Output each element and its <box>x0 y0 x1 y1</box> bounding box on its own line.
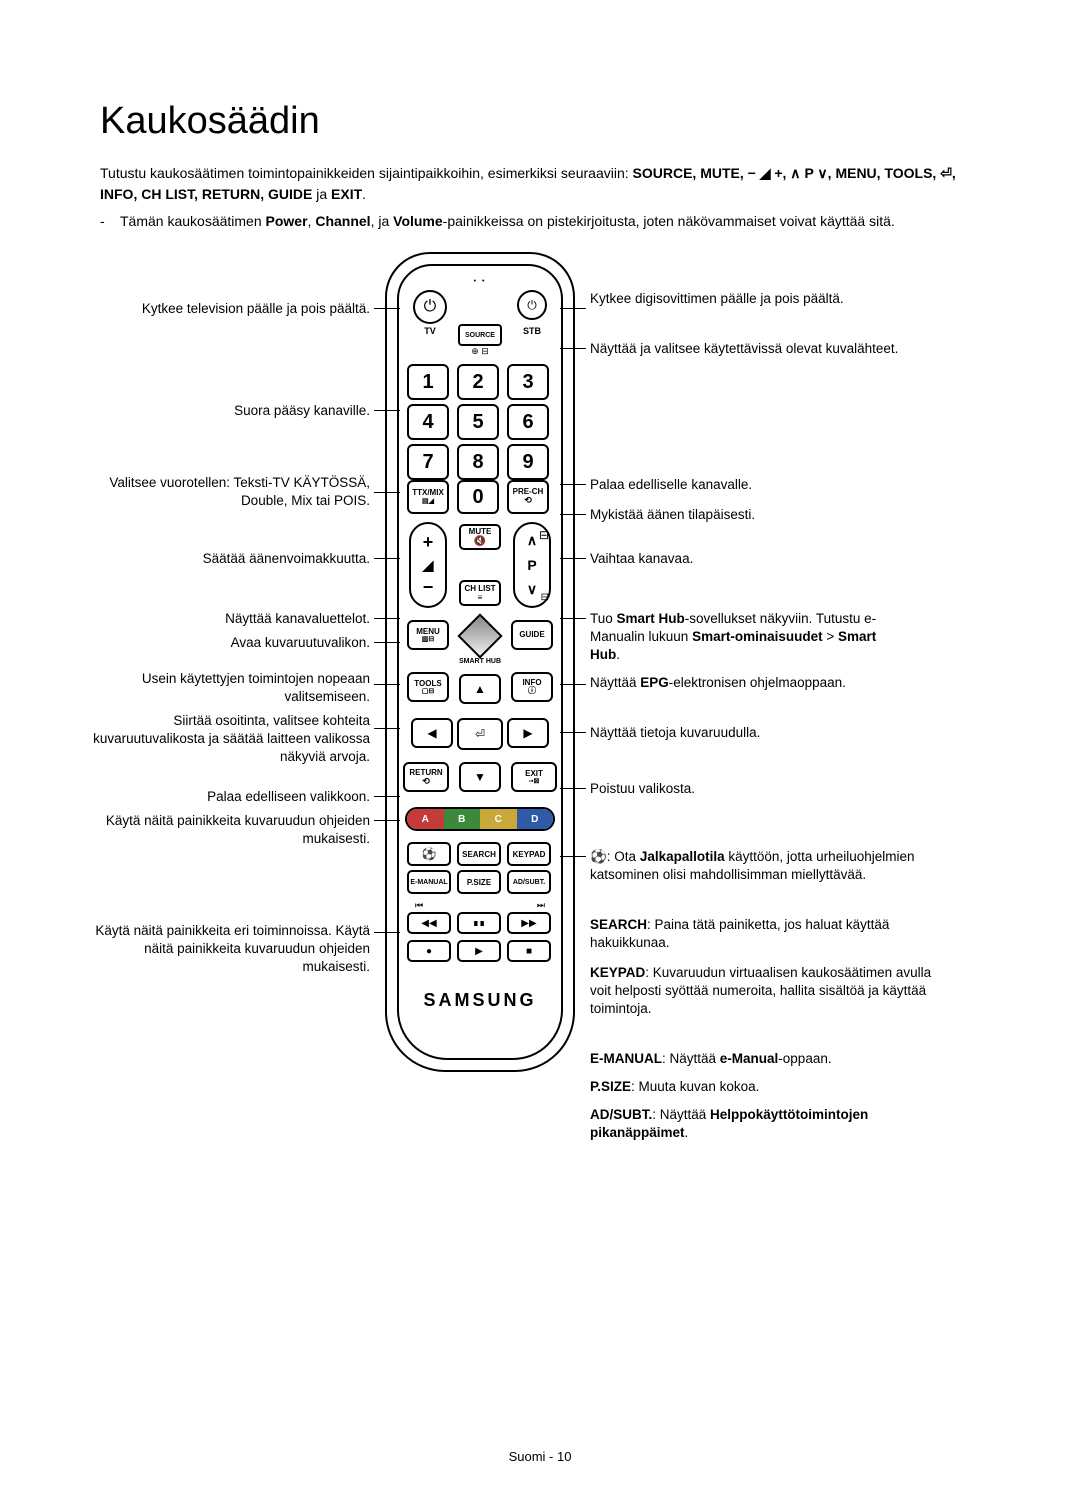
tv-label: TV <box>413 326 447 336</box>
samsung-logo: SAMSUNG <box>423 990 536 1011</box>
num-6: 6 <box>507 404 549 440</box>
adsubt-button: AD/SUBT. <box>507 870 551 894</box>
smarthub-label: SMART HUB <box>459 658 501 665</box>
color-b: B <box>444 809 481 829</box>
num-2: 2 <box>457 364 499 400</box>
transport-row-2: ● ▶ ■ <box>407 940 551 962</box>
callout-smarthub: Tuo Smart Hub-sovellukset näkyviin. Tutu… <box>590 610 900 665</box>
callout-volume: Säätää äänenvoimakkuutta. <box>90 550 370 568</box>
emanual-button: E-MANUAL <box>407 870 451 894</box>
callout-transport: Käytä näitä painikkeita eri toiminnoissa… <box>90 922 370 977</box>
nav-right: ▶ <box>507 718 549 748</box>
diagram-area: • • ⏻ TV ⏻ STB SOURCE ⊕ ⊟ 1 2 3 4 5 6 7 … <box>100 252 980 1252</box>
color-buttons: A B C D <box>405 807 555 831</box>
callout-emanual: E-MANUAL: Näyttää e-Manual-oppaan. <box>590 1050 950 1068</box>
nav-enter: ⏎ <box>457 718 503 750</box>
callout-keypad: KEYPAD: Kuvaruudun virtuaalisen kaukosää… <box>590 964 950 1019</box>
callout-prech: Palaa edelliselle kanavalle. <box>590 476 900 494</box>
callout-psize: P.SIZE: Muuta kuvan kokoa. <box>590 1078 950 1096</box>
callout-stb-power: Kytkee digisovittimen päälle ja pois pää… <box>590 290 900 308</box>
callout-tv-power: Kytkee television päälle ja pois päältä. <box>90 300 370 318</box>
football-button: ⚽ <box>407 842 451 866</box>
nav-left: ◀ <box>411 718 453 748</box>
tv-power-button: ⏻ <box>413 290 447 324</box>
callout-guide: Näyttää EPG-elektronisen ohjelmaoppaan. <box>590 674 900 692</box>
source-button: SOURCE <box>458 324 502 346</box>
bullet-note: - Tämän kaukosäätimen Power, Channel, ja… <box>100 211 980 232</box>
nav-down: ▼ <box>459 762 501 792</box>
menu-button: MENU▥⊟ <box>407 620 449 650</box>
callout-mute: Mykistää äänen tilapäisesti. <box>590 506 900 524</box>
color-c: C <box>480 809 517 829</box>
num-5: 5 <box>457 404 499 440</box>
callout-football: ⚽: Ota Jalkapallotila käyttöön, jotta ur… <box>590 848 950 884</box>
prech-button: PRE-CH⟲ <box>507 480 549 514</box>
play-button: ▶ <box>457 940 501 962</box>
nav-cluster: ▲ ◀ ⏎ ▶ ▼ RETURN⟲ EXIT-▪⊠ <box>405 674 555 794</box>
ttx-row: TTX/MIX▤◢ 0 PRE-CH⟲ <box>407 480 549 514</box>
mute-button: MUTE🔇 <box>459 524 501 550</box>
stb-label: STB <box>517 326 547 336</box>
num-0: 0 <box>457 480 499 514</box>
callout-direct-channel: Suora pääsy kanaville. <box>90 402 370 420</box>
ff-button: ▶▶ <box>507 912 551 934</box>
chlist-button: CH LIST≡ <box>459 580 501 606</box>
stop-button: ■ <box>507 940 551 962</box>
color-a: A <box>407 809 444 829</box>
callout-return: Palaa edelliseen valikkoon. <box>90 788 370 806</box>
volume-button: +◢− <box>409 522 447 608</box>
search-button: SEARCH <box>457 842 501 866</box>
guide-button: GUIDE <box>511 620 553 650</box>
keypad-button: KEYPAD <box>507 842 551 866</box>
callout-source: Näyttää ja valitsee käytettävissä olevat… <box>590 340 900 358</box>
return-button: RETURN⟲ <box>403 762 449 792</box>
transport-row-1: ◀◀ ∎∎ ▶▶ <box>407 912 551 934</box>
num-8: 8 <box>457 444 499 480</box>
fn-row-1: ⚽ SEARCH KEYPAD <box>407 842 551 866</box>
num-4: 4 <box>407 404 449 440</box>
callout-chlist: Näyttää kanavaluettelot. <box>90 610 370 628</box>
nav-up: ▲ <box>459 674 501 704</box>
remote-illustration: • • ⏻ TV ⏻ STB SOURCE ⊕ ⊟ 1 2 3 4 5 6 7 … <box>385 252 575 1072</box>
callout-exit: Poistuu valikosta. <box>590 780 900 798</box>
callout-adsubt: AD/SUBT.: Näyttää Helppokäyttötoimintoje… <box>590 1106 950 1142</box>
record-button: ● <box>407 940 451 962</box>
callout-tools: Usein käytettyjen toimintojen nopeaan va… <box>90 670 370 706</box>
callout-info: Näyttää tietoja kuvaruudulla. <box>590 724 900 742</box>
callout-nav: Siirtää osoitinta, valitsee kohteita kuv… <box>90 712 370 767</box>
stb-power-button: ⏻ <box>517 290 547 320</box>
fn-row-2: E-MANUAL P.SIZE AD/SUBT. <box>407 870 551 894</box>
num-1: 1 <box>407 364 449 400</box>
page-title: Kaukosäädin <box>100 100 980 143</box>
exit-button: EXIT-▪⊠ <box>511 762 557 792</box>
psize-button: P.SIZE <box>457 870 501 894</box>
intro-text: Tutustu kaukosäätimen toimintopainikkeid… <box>100 163 980 205</box>
number-pad: 1 2 3 4 5 6 7 8 9 <box>407 364 549 480</box>
callout-menu: Avaa kuvaruutuvalikon. <box>90 634 370 652</box>
callout-search: SEARCH: Paina tätä painiketta, jos halua… <box>590 916 950 952</box>
pause-button: ∎∎ <box>457 912 501 934</box>
num-3: 3 <box>507 364 549 400</box>
num-9: 9 <box>507 444 549 480</box>
num-7: 7 <box>407 444 449 480</box>
callout-ttx: Valitsee vuorotellen: Teksti-TV KÄYTÖSSÄ… <box>90 474 370 510</box>
ttx-button: TTX/MIX▤◢ <box>407 480 449 514</box>
smarthub-button <box>461 617 499 655</box>
callout-colors: Käytä näitä painikkeita kuvaruudun ohjei… <box>90 812 370 848</box>
color-d: D <box>517 809 554 829</box>
callout-channel: Vaihtaa kanavaa. <box>590 550 900 568</box>
page-footer: Suomi - 10 <box>0 1449 1080 1464</box>
rewind-button: ◀◀ <box>407 912 451 934</box>
